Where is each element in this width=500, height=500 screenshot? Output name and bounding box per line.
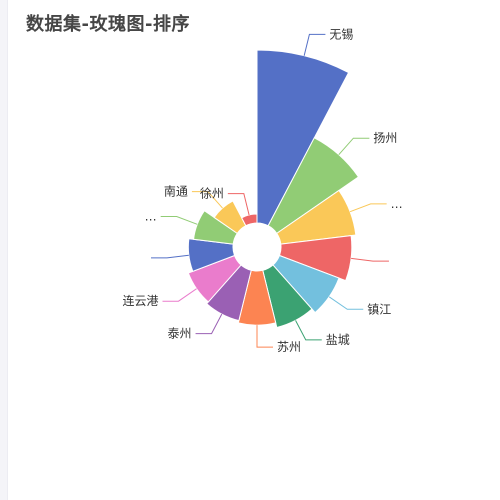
leader-line <box>328 296 364 310</box>
left-edge-strip <box>0 0 8 500</box>
leader-line <box>338 137 370 156</box>
leader-line <box>256 325 273 348</box>
leader-line <box>162 288 197 302</box>
slice-label: 连云港 <box>122 293 158 308</box>
leader-line <box>191 191 223 209</box>
slice-label: 泰州 <box>168 327 192 341</box>
leader-line <box>227 193 250 216</box>
slice-label: 扬州 <box>373 130 397 145</box>
center-hole <box>233 223 281 271</box>
slice-label: 镇江 <box>367 302 391 316</box>
slice-label: 无锡 <box>329 26 353 41</box>
slice-label: … <box>391 197 403 211</box>
slice-label: … <box>145 210 157 224</box>
leader-line <box>351 257 389 262</box>
chart-title: 数据集-玫瑰图-排序 <box>26 14 190 35</box>
slice-label: 盐城 <box>326 333 350 347</box>
slice-label: 苏州 <box>277 340 301 354</box>
leader-line <box>295 320 322 341</box>
leader-line <box>349 203 387 213</box>
slice-label: 徐州 <box>200 186 224 201</box>
slice-label: 南通 <box>164 184 188 199</box>
leader-line <box>160 216 198 225</box>
leader-line <box>195 313 223 335</box>
leader-line <box>303 33 326 56</box>
leader-line <box>151 254 189 259</box>
